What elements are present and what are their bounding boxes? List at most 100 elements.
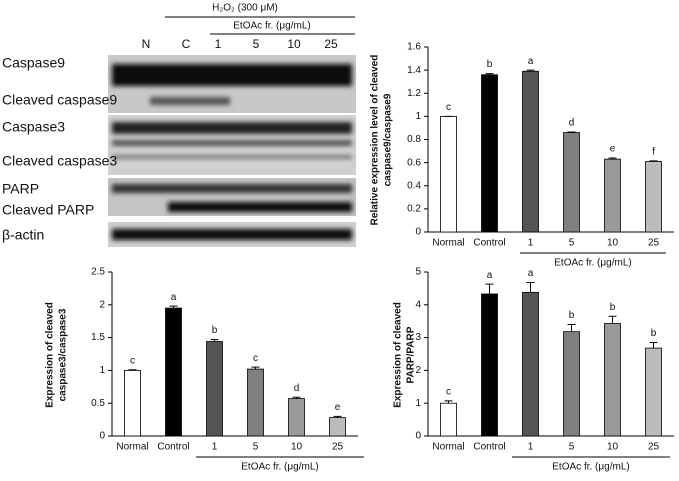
x-tick-label: 1 [528, 442, 534, 453]
x-tick-label: 1 [528, 238, 534, 249]
y-tick-label: 0.2 [407, 204, 421, 215]
error-bar [608, 315, 617, 324]
y-tick-label: 4 [415, 299, 421, 310]
significance-letter: e [335, 402, 341, 413]
x-tick-label: Normal [116, 442, 148, 453]
error-bar [210, 339, 219, 342]
y-tick-label: 0 [415, 431, 421, 442]
significance-letter: a [487, 270, 493, 281]
treatment-label: H₂O₂ (300 μM) [212, 3, 278, 14]
x-tick-label: 25 [648, 442, 660, 453]
error-bar [128, 369, 137, 371]
bar [522, 291, 539, 437]
x-tick-label: Normal [432, 442, 464, 453]
significance-letter: d [569, 118, 575, 129]
x-tick-label: 5 [569, 238, 575, 249]
y-tick-label: 0.6 [407, 157, 421, 168]
y-tick-label: 1.6 [407, 42, 421, 53]
y-axis-label: PARP/PARP [406, 326, 417, 383]
y-tick-label: 1 [415, 111, 421, 122]
error-bar [608, 157, 617, 160]
significance-letter: e [610, 144, 616, 155]
y-axis-label: caspase3/caspase3 [58, 308, 69, 401]
blot-bands [112, 64, 352, 240]
x-tick-label: 25 [332, 442, 344, 453]
y-tick-label: 2.5 [91, 267, 105, 278]
bar [604, 323, 621, 437]
error-bar [526, 69, 535, 72]
lane-label: C [182, 37, 191, 51]
lane-label: 5 [253, 37, 260, 51]
row-label: Cleaved caspase9 [2, 92, 117, 108]
y-tick-label: 5 [415, 267, 421, 278]
significance-letter: f [652, 147, 655, 158]
significance-letter: a [171, 292, 177, 303]
y-axis-label: Expression of cleaved [393, 302, 404, 408]
y-tick-label: 2 [415, 365, 421, 376]
error-bar [649, 160, 658, 162]
bar [522, 70, 539, 233]
x-group-label: EtOAc fr. (μg/mL) [552, 462, 629, 473]
x-tick-label: 1 [212, 442, 218, 453]
x-group-label: EtOAc fr. (μg/mL) [554, 258, 631, 269]
error-bar [485, 283, 494, 294]
row-label: Cleaved caspase3 [2, 153, 117, 169]
y-axis-label: Relative expression level of cleaved [370, 55, 381, 226]
error-bar [333, 415, 342, 418]
y-tick-label: 2 [99, 299, 105, 310]
error-bar [444, 400, 453, 404]
bar [288, 398, 305, 437]
error-bar [251, 366, 260, 370]
bar [563, 132, 580, 233]
significance-letter: b [212, 325, 218, 336]
bar [645, 161, 662, 233]
y-axis-label: caspase9/caspase9 [383, 93, 394, 186]
x-tick-label: 10 [607, 238, 619, 249]
significance-letter: d [294, 383, 300, 394]
bar [165, 307, 182, 437]
error-bar [485, 73, 494, 75]
bar [440, 115, 457, 233]
significance-letter: c [446, 387, 451, 398]
y-tick-label: 0.4 [407, 180, 421, 191]
significance-letter: b [569, 310, 575, 321]
error-bar [169, 305, 178, 309]
bar [206, 341, 223, 437]
x-group-label: EtOAc fr. (μg/mL) [241, 462, 318, 473]
x-tick-label: 10 [291, 442, 303, 453]
lane-label: 25 [324, 37, 338, 51]
error-bar [567, 131, 576, 133]
lane-label: 1 [215, 37, 222, 51]
x-tick-label: Control [473, 238, 505, 249]
significance-letter: b [487, 59, 493, 70]
row-label: Cleaved PARP [2, 202, 94, 218]
y-tick-label: 0.8 [407, 134, 421, 145]
bar [563, 331, 580, 437]
y-tick-label: 3 [415, 332, 421, 343]
significance-letter: b [651, 328, 657, 339]
lane-label: 10 [287, 37, 301, 51]
y-tick-label: 0 [99, 431, 105, 442]
row-label: Caspase3 [2, 119, 65, 135]
y-tick-label: 0 [415, 227, 421, 238]
bar [481, 74, 498, 233]
bar [329, 417, 346, 437]
bar [645, 347, 662, 437]
x-tick-label: Control [157, 442, 189, 453]
bar [247, 368, 264, 437]
x-tick-label: 25 [648, 238, 660, 249]
row-label: PARP [2, 181, 39, 197]
y-tick-label: 1.2 [407, 88, 421, 99]
y-tick-label: 1 [99, 365, 105, 376]
error-bar [292, 396, 301, 399]
significance-letter: a [528, 56, 534, 67]
y-tick-label: 1 [415, 398, 421, 409]
y-tick-label: 1.4 [407, 65, 421, 76]
row-label: Caspase9 [2, 55, 65, 71]
significance-letter: c [446, 102, 451, 113]
error-bar [649, 342, 658, 349]
significance-letter: c [253, 353, 258, 364]
bar [440, 402, 457, 437]
group-label: EtOAc fr. (μg/mL) [233, 21, 310, 32]
